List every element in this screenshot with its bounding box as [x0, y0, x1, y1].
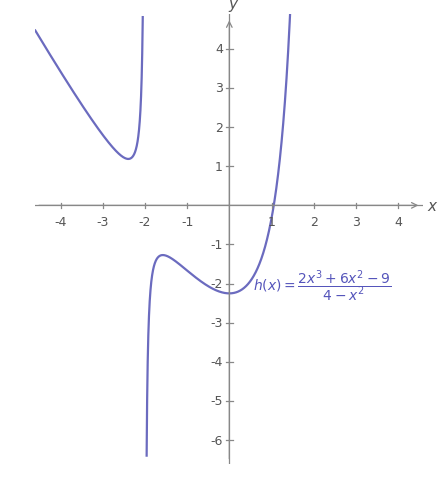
- Text: -4: -4: [211, 356, 223, 368]
- Text: 4: 4: [394, 216, 402, 229]
- Text: -2: -2: [211, 278, 223, 290]
- Text: 3: 3: [352, 216, 360, 229]
- Text: 2: 2: [215, 122, 223, 134]
- Text: $h(x) = \dfrac{2x^3 + 6x^2 - 9}{4 - x^2}$: $h(x) = \dfrac{2x^3 + 6x^2 - 9}{4 - x^2}…: [253, 268, 391, 304]
- Text: -3: -3: [97, 216, 109, 229]
- Text: -2: -2: [139, 216, 151, 229]
- Text: -5: -5: [210, 395, 223, 407]
- Text: y: y: [228, 0, 237, 12]
- Text: -1: -1: [211, 239, 223, 251]
- Text: 4: 4: [215, 43, 223, 56]
- Text: 3: 3: [215, 82, 223, 95]
- Text: 1: 1: [268, 216, 276, 229]
- Text: -3: -3: [211, 317, 223, 329]
- Text: -6: -6: [211, 434, 223, 447]
- Text: 1: 1: [215, 161, 223, 173]
- Text: -4: -4: [54, 216, 67, 229]
- Text: 2: 2: [310, 216, 318, 229]
- Text: x: x: [428, 199, 437, 213]
- Text: -1: -1: [181, 216, 193, 229]
